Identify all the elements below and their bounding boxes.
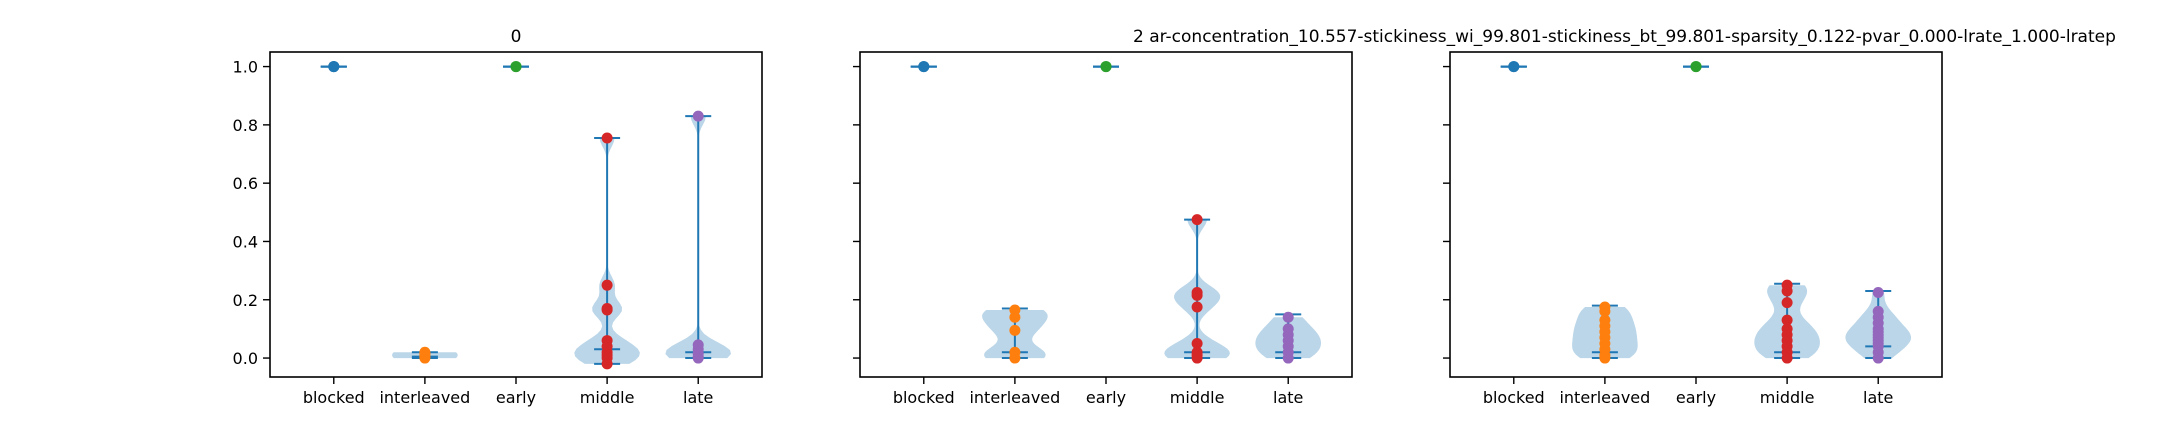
data-point [1191,337,1203,349]
data-point [1191,301,1203,313]
violin-early [1093,61,1119,73]
violin-late [1845,286,1911,364]
data-point [601,279,613,291]
data-point [419,346,431,358]
data-point [328,61,340,73]
x-tick-label-early: early [496,388,536,407]
x-tick-label-interleaved: interleaved [379,388,470,407]
x-tick-label-early: early [1676,388,1716,407]
x-tick-label-middle: middle [580,388,635,407]
data-point [1599,352,1611,364]
x-tick-label-late: late [1863,388,1893,407]
data-point [1191,289,1203,301]
violin-late [1255,311,1321,364]
panel-title: 0 [511,27,522,47]
data-point [601,304,613,316]
y-tick-label: 0.0 [233,349,258,368]
violin-panel-1: blocked interleaved early middle late [853,51,1353,407]
data-point [1690,61,1702,73]
x-tick-label-blocked: blocked [893,388,955,407]
data-point [510,61,522,73]
x-tick-label-interleaved: interleaved [969,388,1060,407]
axes-frame [269,51,763,378]
violin-panel-0: 0 0.0 0.2 0.4 0.6 0.8 1.0 blocked interleaved ear… [233,27,763,407]
data-point [692,352,704,364]
data-point [1599,305,1611,317]
data-point [1282,311,1294,323]
data-point [601,132,613,144]
y-tick-label: 0.6 [233,174,258,193]
y-tick-label: 0.2 [233,291,258,310]
data-point [1781,297,1793,309]
data-point [918,61,930,73]
x-tick-label-blocked: blocked [303,388,365,407]
violin-blocked [910,61,937,73]
data-point [1009,311,1021,323]
violin-interleaved [1572,301,1638,364]
violin-early [503,61,529,73]
y-tick-label: 0.8 [233,116,258,135]
violin-late [665,110,731,364]
x-tick-label-middle: middle [1170,388,1225,407]
data-point [1100,61,1112,73]
x-tick-label-interleaved: interleaved [1559,388,1650,407]
x-tick-label-early: early [1086,388,1126,407]
data-point [1781,285,1793,297]
x-tick-label-blocked: blocked [1483,388,1545,407]
data-point [1781,352,1793,364]
data-point [1191,352,1203,364]
data-point [1872,352,1884,364]
violin-blocked [1500,61,1527,73]
data-point [1872,286,1884,298]
x-tick-label-late: late [1273,388,1303,407]
data-point [1508,61,1520,73]
violin-early [1683,61,1709,73]
data-point [1009,324,1021,336]
y-tick-label: 0.4 [233,232,258,251]
data-point [1282,352,1294,364]
data-point [692,110,704,122]
panel-title: 2 ar-concentration_10.557-stickiness_wi_… [1133,27,2116,47]
data-point [1009,352,1021,364]
x-tick-label-middle: middle [1760,388,1815,407]
violin-middle [574,132,640,370]
violin-interleaved [982,304,1048,364]
violin-panel-2: 2 ar-concentration_10.557-stickiness_wi_… [1133,27,2116,407]
violin-middle [1164,214,1230,364]
violin-interleaved [392,346,458,364]
y-tick-label: 1.0 [233,58,258,77]
data-point [1781,314,1793,326]
x-tick-label-late: late [683,388,713,407]
violin-blocked [320,61,347,73]
data-point [601,358,613,370]
data-point [1191,214,1203,226]
violin-middle [1754,279,1820,364]
